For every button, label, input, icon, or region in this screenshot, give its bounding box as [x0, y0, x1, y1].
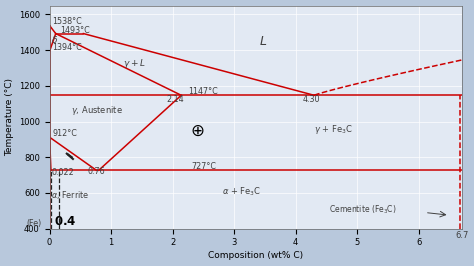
Text: 6.7: 6.7 — [455, 231, 468, 240]
Text: 2.14: 2.14 — [167, 94, 184, 103]
Text: $\delta$: $\delta$ — [51, 34, 58, 45]
Text: $\gamma$, Austenite: $\gamma$, Austenite — [71, 103, 123, 117]
Text: 1538°C: 1538°C — [53, 17, 82, 26]
Text: $\gamma$ + Fe$_3$C: $\gamma$ + Fe$_3$C — [314, 123, 353, 136]
Text: Cementite (Fe$_3$C): Cementite (Fe$_3$C) — [329, 203, 397, 216]
Text: $\oplus$: $\oplus$ — [190, 122, 204, 140]
Text: $\gamma + L$: $\gamma + L$ — [123, 57, 146, 70]
Text: 1493°C: 1493°C — [61, 26, 91, 35]
Text: 0.022: 0.022 — [51, 168, 74, 177]
Text: $L$: $L$ — [259, 35, 267, 48]
Text: $\mathbf{0.4}$: $\mathbf{0.4}$ — [55, 215, 77, 228]
Text: (Fe): (Fe) — [27, 219, 42, 228]
Text: $\alpha$ + Fe$_3$C: $\alpha$ + Fe$_3$C — [222, 186, 261, 198]
Text: 4.30: 4.30 — [302, 94, 320, 103]
Text: 1394°C: 1394°C — [53, 43, 82, 52]
Text: 912°C: 912°C — [53, 129, 78, 138]
Y-axis label: Temperature (°C): Temperature (°C) — [6, 78, 15, 156]
Text: 727°C: 727°C — [191, 162, 216, 171]
Text: 0.76: 0.76 — [88, 167, 105, 176]
X-axis label: Composition (wt% C): Composition (wt% C) — [208, 251, 303, 260]
Text: $\alpha$, Ferrite: $\alpha$, Ferrite — [51, 189, 90, 201]
Text: 1147°C: 1147°C — [188, 87, 218, 96]
